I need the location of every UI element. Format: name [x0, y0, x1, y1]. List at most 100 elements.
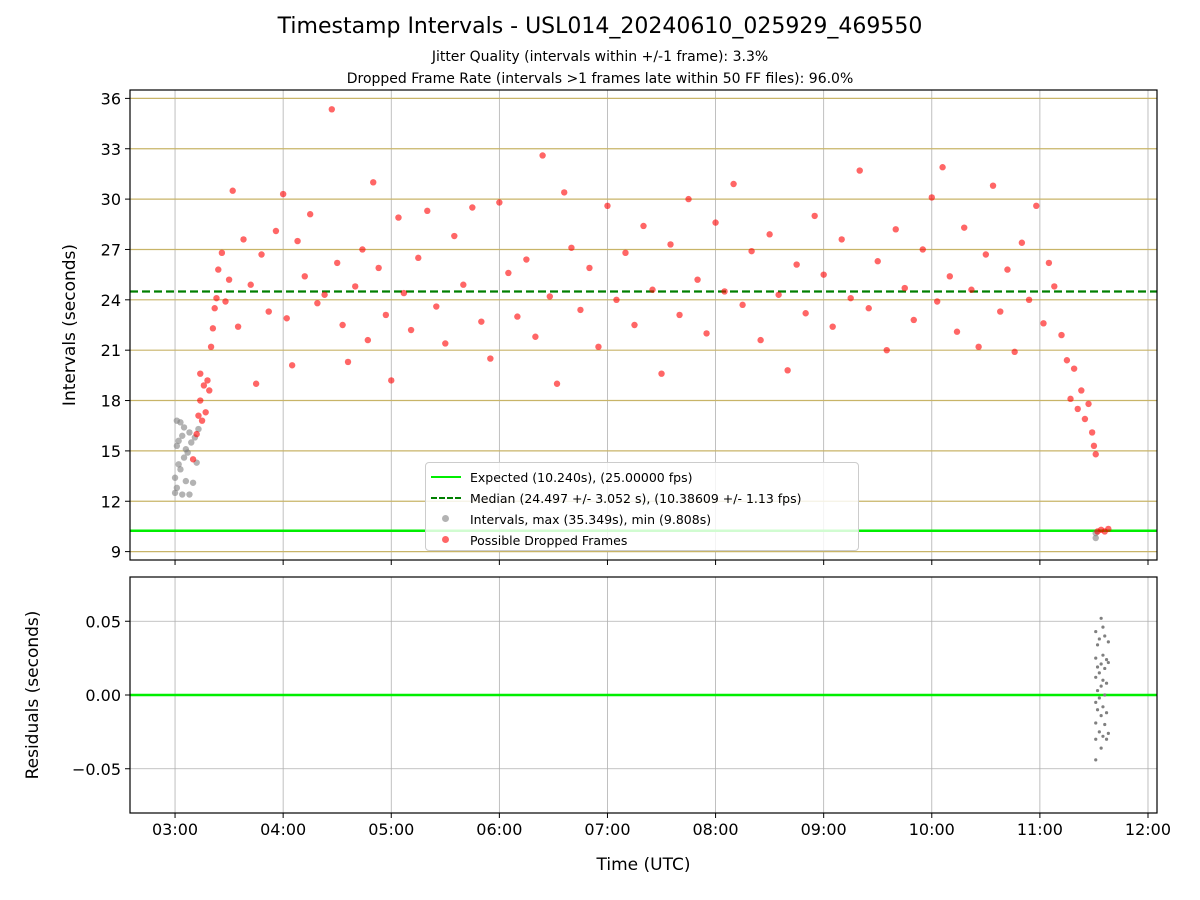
dropped-frame-point [265, 308, 272, 315]
x-tick-label: 11:00 [1017, 820, 1063, 839]
interval-point [186, 491, 193, 498]
dropped-frame-point [712, 219, 719, 226]
dropped-frame-point [1105, 525, 1112, 533]
dropped-frame-point [328, 106, 335, 113]
x-tick-label: 05:00 [368, 820, 414, 839]
dropped-frame-point [258, 251, 265, 258]
dropped-frame-point [202, 409, 209, 416]
dropped-frame-point [247, 281, 254, 288]
residuals-y-tick-label: 0.00 [85, 686, 121, 705]
residual-point [1101, 653, 1105, 657]
x-axis-label: Time (UTC) [596, 855, 691, 875]
interval-point [177, 466, 184, 473]
residual-point [1106, 640, 1110, 644]
dropped-frame-point [1081, 415, 1089, 423]
interval-point [171, 474, 179, 481]
dropped-frame-point [195, 412, 202, 419]
dropped-frame-point [577, 306, 584, 314]
dropped-frame-point [375, 264, 382, 272]
dropped-frame-point [997, 308, 1004, 315]
residual-point [1103, 693, 1107, 697]
dropped-frame-point [306, 211, 314, 218]
dropped-frame-point [721, 288, 728, 295]
dropped-frame-point [961, 224, 968, 231]
dropped-frame-point [370, 179, 377, 186]
dropped-frame-point [234, 323, 242, 330]
dropped-frame-point [568, 244, 575, 251]
dropped-frame-point [364, 336, 372, 344]
dropped-frame-point [352, 283, 359, 290]
residual-point [1095, 665, 1100, 669]
residual-point [1094, 758, 1098, 762]
interval-point [182, 477, 190, 485]
dropped-frame-point [382, 311, 390, 319]
legend-expected-line-icon [431, 476, 461, 478]
residual-point [1103, 666, 1107, 671]
dropped-frame-point [487, 355, 494, 362]
interval-point [179, 491, 186, 498]
residual-point [1094, 629, 1098, 634]
dropped-frame-point [928, 194, 935, 201]
legend-expected: Expected (10.240s), (25.00000 fps) [426, 468, 692, 486]
legend-median-dashed-line-icon [431, 497, 461, 499]
interval-point [195, 425, 202, 433]
dropped-frame-point [775, 291, 782, 298]
residual-point [1099, 746, 1103, 750]
dropped-frame-point [561, 189, 568, 196]
dropped-frame-point [539, 152, 546, 159]
interval-point [186, 429, 193, 436]
dropped-frame-point [847, 294, 854, 302]
dropped-frame-point [433, 303, 440, 310]
residual-point [1097, 696, 1101, 700]
residuals-y-axis-label: Residuals (seconds) [23, 611, 43, 780]
dropped-frame-point [1033, 202, 1040, 210]
residual-point [1103, 634, 1107, 638]
residuals-axes: 03:00 04:00 05:00 06:00 07:00 08:00 09:00 10:00… [23, 611, 1171, 875]
residual-point [1104, 711, 1109, 715]
dropped-frame-point [968, 286, 975, 293]
dropped-frame-point [613, 296, 620, 304]
dropped-frame-point [442, 340, 449, 347]
dropped-frame-point [407, 326, 415, 334]
legend-dropped-marker-icon [442, 536, 449, 543]
dropped-frame-point [1025, 296, 1033, 304]
dropped-frame-point [294, 237, 301, 245]
residual-point [1103, 722, 1107, 727]
dropped-frame-point [388, 377, 395, 384]
dropped-frame-point [883, 346, 890, 354]
dropped-frame-point [730, 180, 737, 188]
residuals-y-tick-label: 0.05 [85, 612, 121, 631]
dropped-frame-point [784, 367, 791, 374]
dropped-frame-point [649, 286, 656, 293]
dropped-frame-point [640, 222, 647, 230]
dropped-frame-point [1092, 451, 1099, 458]
dropped-frame-point [1090, 442, 1098, 450]
residual-point [1094, 700, 1098, 704]
interval-point [175, 437, 182, 445]
intervals-axes-frame [129, 89, 1158, 561]
intervals-y-tick-label: 30 [101, 190, 121, 209]
dropped-frame-point [1058, 331, 1065, 339]
interval-point [189, 479, 197, 486]
residual-point [1104, 737, 1109, 741]
dropped-frame-point [198, 417, 206, 424]
legend-intervals: Intervals, max (35.349s), min (9.808s) [426, 510, 711, 528]
dropped-frame-point [982, 251, 990, 258]
dropped-frame-point [207, 343, 215, 351]
dropped-frame-point [622, 249, 629, 257]
dropped-frame-point [989, 182, 997, 189]
dropped-frame-point [451, 232, 458, 240]
dropped-frame-point [197, 370, 204, 377]
dropped-frame-point [288, 362, 296, 369]
dropped-frame-point [344, 358, 352, 366]
residual-point [1106, 660, 1110, 665]
dropped-frame-point [820, 271, 827, 278]
residuals-y-tick-label: −0.05 [72, 760, 121, 779]
dropped-frame-point [240, 236, 247, 243]
intervals-y-tick-label: 12 [101, 492, 121, 511]
jitter-quality-subtitle: Jitter Quality (intervals within +/-1 fr… [431, 49, 769, 65]
legend-dropped: Possible Dropped Frames [426, 531, 627, 549]
dropped-frame-point [400, 289, 408, 297]
x-tick-label: 10:00 [909, 820, 955, 839]
dropped-frame-point [197, 397, 204, 404]
